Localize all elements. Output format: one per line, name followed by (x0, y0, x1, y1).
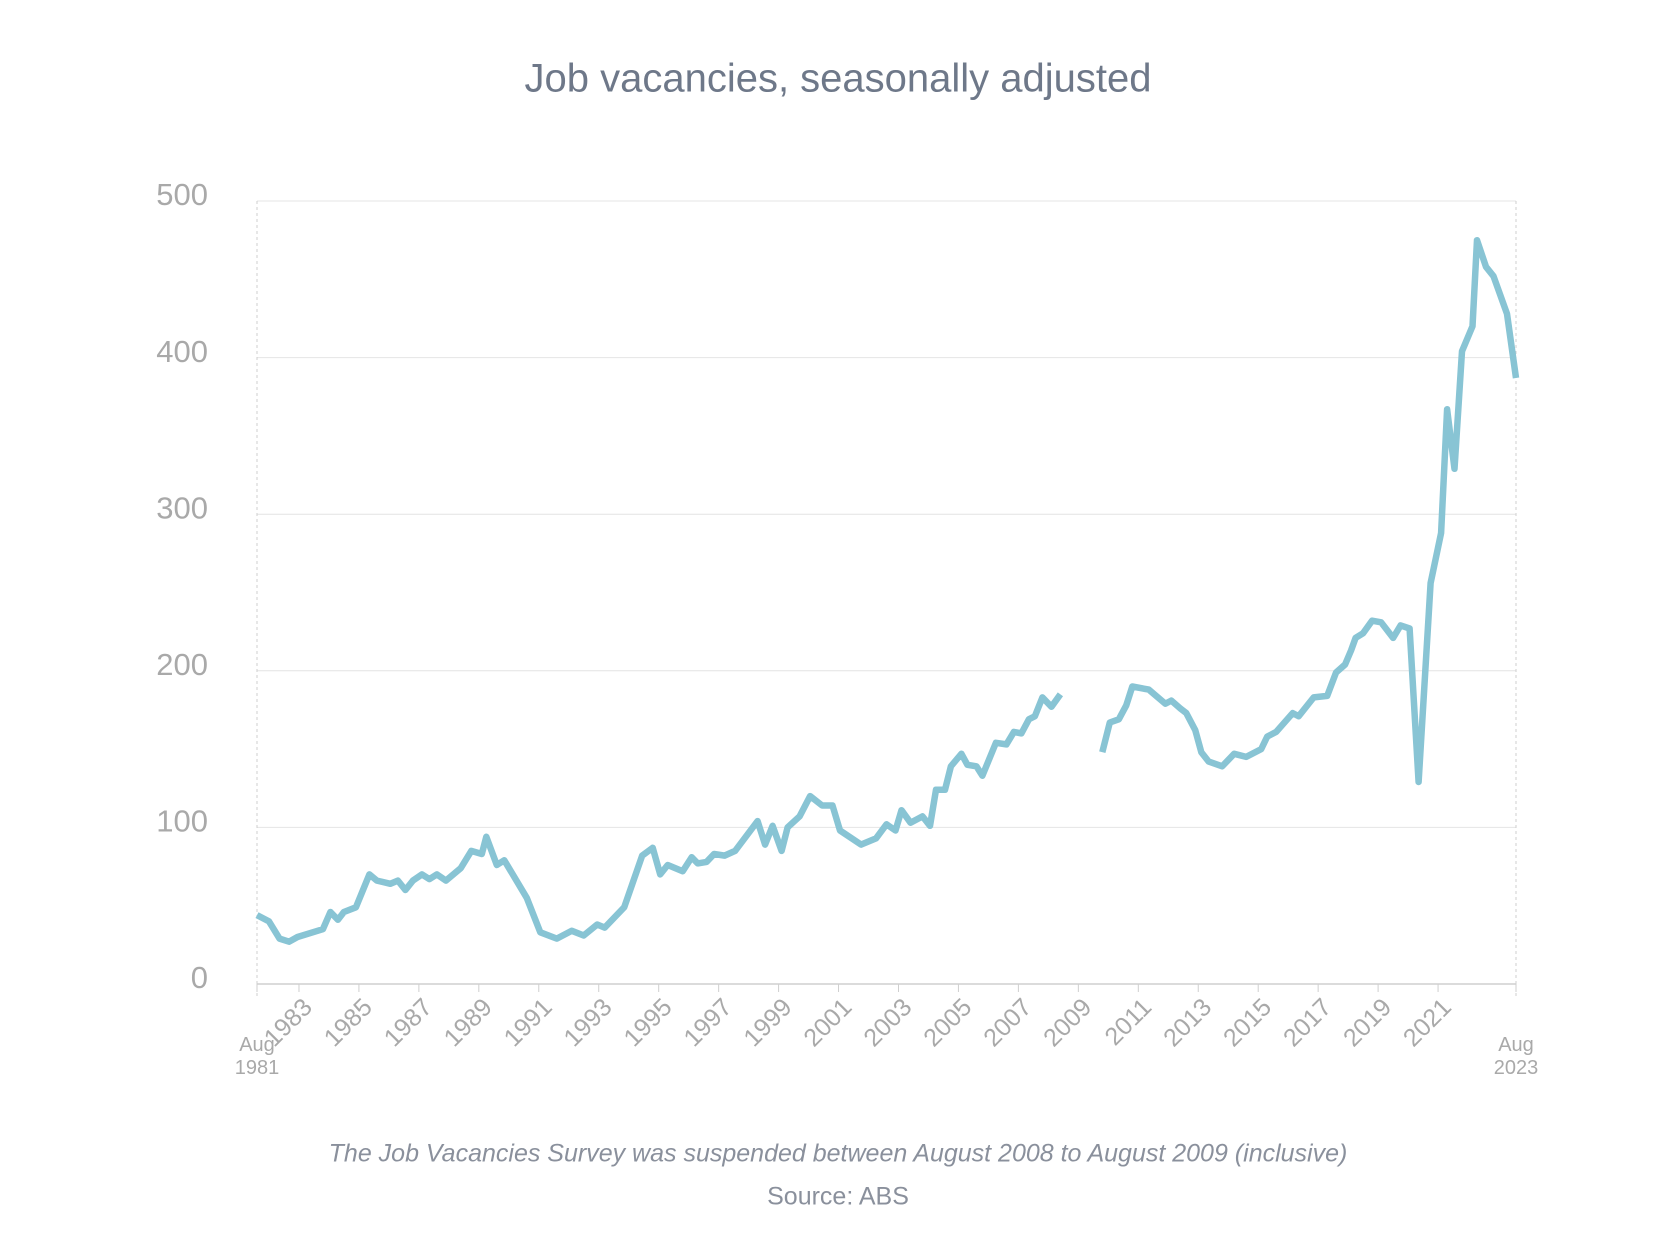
y-tick-label: 400 (156, 334, 208, 369)
x-tick-label: 1995 (618, 993, 677, 1052)
x-tick-label: Aug 1981 (235, 1034, 280, 1079)
x-tick-label: 2017 (1278, 993, 1337, 1052)
x-tick-label: 2021 (1398, 993, 1457, 1052)
x-tick-label: 2011 (1099, 993, 1157, 1051)
x-tick-label: 2007 (978, 993, 1037, 1052)
x-tick-label: 1985 (319, 993, 378, 1052)
x-tick-label: 2001 (798, 993, 857, 1052)
chart-title: Job vacancies, seasonally adjusted (524, 57, 1151, 101)
x-tick-label: 2015 (1218, 993, 1277, 1052)
chart-source: Source: ABS (767, 1183, 909, 1211)
x-tick-label: 1999 (738, 993, 797, 1052)
x-tick-label: 1993 (559, 993, 618, 1052)
x-tick-label: Aug 2023 (1494, 1034, 1539, 1079)
y-tick-label: 300 (156, 490, 208, 525)
y-tick-label: 200 (156, 647, 208, 682)
x-tick-label: 1987 (379, 993, 438, 1052)
line-series (255, 236, 1520, 945)
y-tick-label: 500 (156, 177, 208, 212)
x-tick-label: 1997 (678, 993, 737, 1052)
x-tick-label: 2013 (1158, 993, 1217, 1052)
x-tick-label: 2005 (918, 993, 977, 1052)
x-tick-label: 2019 (1338, 993, 1397, 1052)
y-tick-label: 0 (191, 960, 208, 995)
chart-note: The Job Vacancies Survey was suspended b… (329, 1140, 1348, 1168)
x-tick-label: 2009 (1038, 993, 1097, 1052)
x-tick-label: 1991 (499, 993, 558, 1052)
y-tick-label: 100 (156, 804, 208, 839)
x-tick-label: 2003 (858, 993, 917, 1052)
x-tick-label: 1989 (439, 993, 498, 1052)
